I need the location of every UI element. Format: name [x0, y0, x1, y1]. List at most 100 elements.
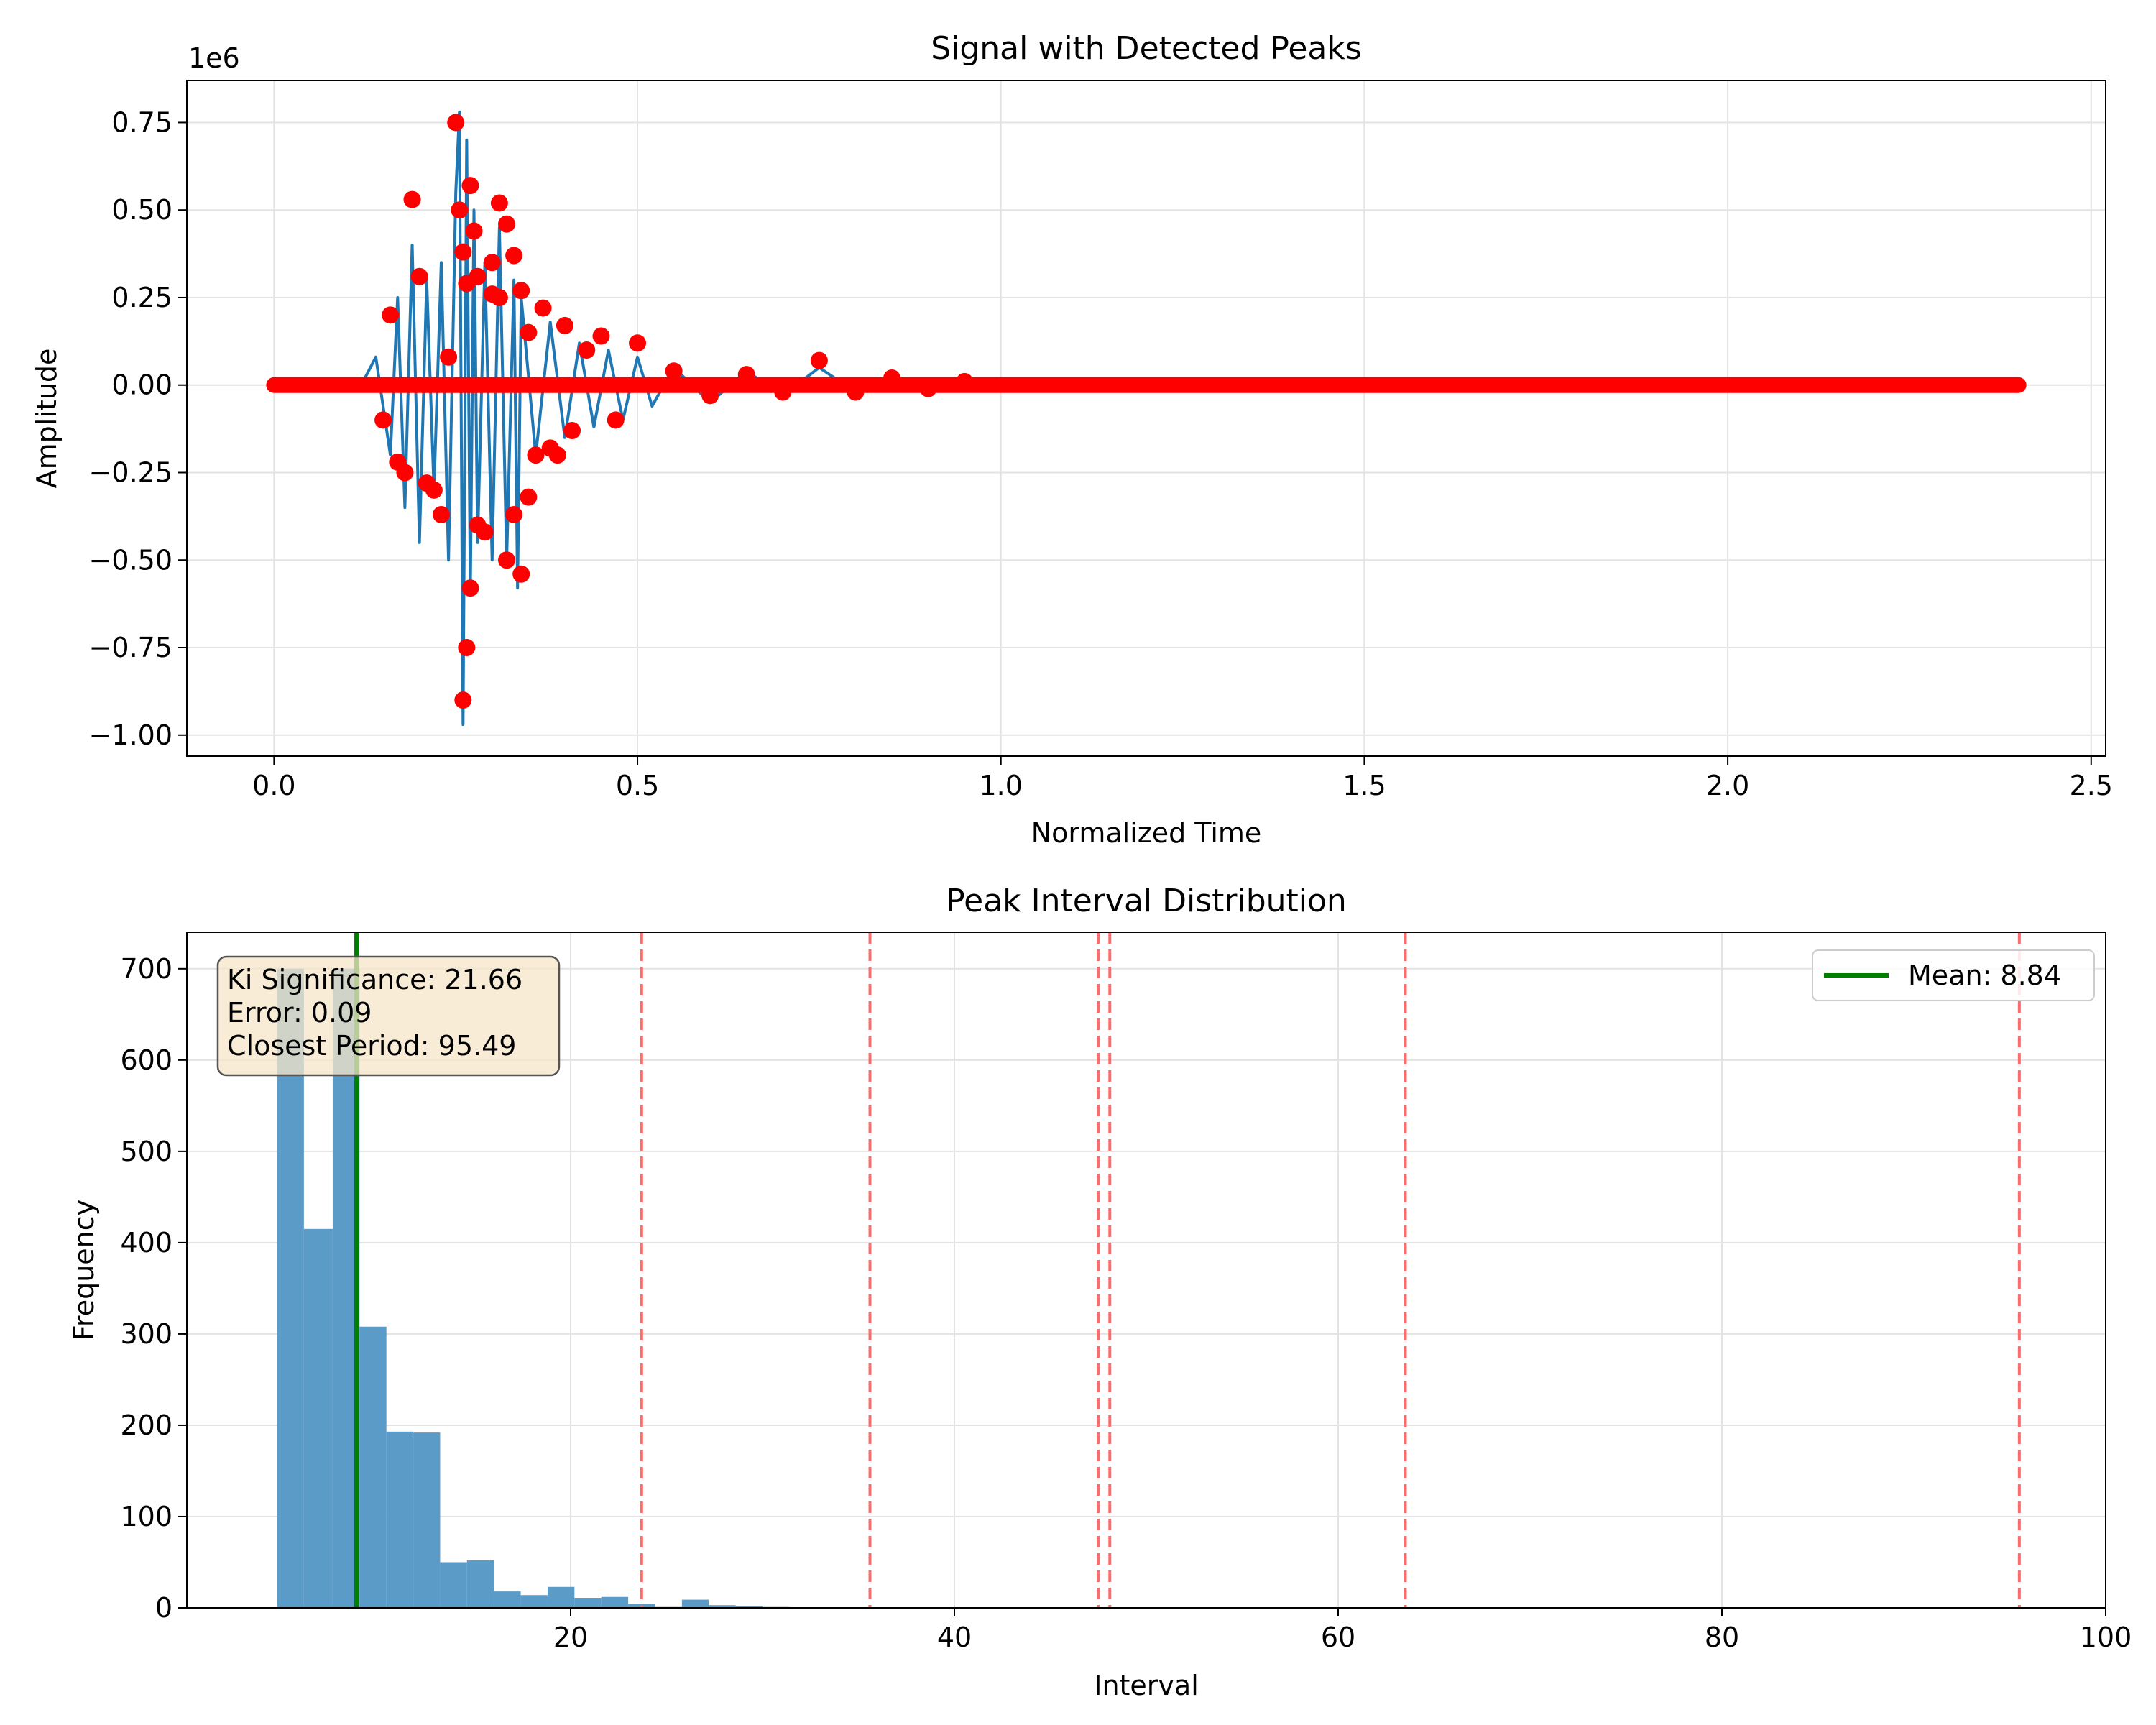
peak-marker	[382, 306, 400, 324]
signal-y-ticks: 0.75 0.50 0.25 0.00 −0.25 −0.50 −0.75 −1.00	[89, 106, 187, 751]
interval-plot-frame	[186, 932, 2106, 1609]
peak-marker	[432, 505, 450, 523]
signal-peaks	[266, 114, 2027, 709]
peak-marker	[403, 190, 421, 208]
peak-marker	[389, 453, 407, 471]
interval-x-tick-label: 20	[553, 1622, 588, 1653]
signal-x-tick-label: 1.5	[1342, 770, 1386, 801]
legend-mean-label: Mean: 8.84	[1908, 960, 2061, 991]
peak-marker	[774, 383, 792, 401]
histogram-bar	[466, 1560, 494, 1608]
peak-marker	[701, 387, 719, 405]
signal-chart: 0.0 0.5 1.0 1.5 2.0 2.5 0.75 0.50 0.25 0.00 −0.25…	[31, 30, 2113, 849]
interval-x-axis-label: Interval	[1094, 1670, 1199, 1701]
peak-marker	[810, 351, 828, 369]
signal-x-tick-label: 2.0	[1706, 770, 1749, 801]
annotation-closest-period: Closest Period: 95.49	[227, 1030, 516, 1062]
peak-marker	[490, 194, 508, 212]
signal-x-tick-label: 0.5	[616, 770, 659, 801]
histogram-bar	[359, 1326, 387, 1608]
legend: Mean: 8.84	[1812, 949, 2095, 1001]
peak-marker	[483, 254, 501, 272]
peak-marker	[563, 422, 581, 440]
histogram-bar	[547, 1586, 575, 1608]
histogram-bar	[440, 1562, 467, 1608]
peak-marker	[737, 366, 755, 384]
peak-marker	[512, 565, 530, 583]
peak-marker	[883, 369, 901, 387]
peak-marker	[465, 222, 483, 240]
peak-marker	[505, 505, 523, 523]
annotation-box: Ki Significance: 21.66 Error: 0.09 Close…	[216, 955, 561, 1077]
peak-marker	[461, 177, 479, 195]
interval-chart-title: Peak Interval Distribution	[946, 883, 1347, 919]
peak-marker	[520, 323, 538, 341]
peak-marker	[512, 282, 530, 300]
peak-marker	[454, 243, 472, 261]
interval-x-tick-label: 60	[1321, 1622, 1355, 1653]
peak-marker	[919, 380, 937, 397]
legend-frame	[1812, 949, 2095, 1001]
interval-y-tick-label: 700	[120, 953, 172, 985]
peak-marker	[629, 334, 647, 352]
peak-marker	[520, 488, 538, 506]
interval-y-tick-label: 0	[155, 1592, 172, 1624]
histogram-bar	[386, 1431, 414, 1608]
signal-y-tick-label: −0.50	[89, 544, 172, 576]
annotation-error: Error: 0.09	[227, 997, 372, 1029]
peak-marker	[498, 551, 515, 569]
interval-x-tick-label: 40	[937, 1622, 972, 1653]
interval-x-tick-label: 80	[1705, 1622, 1739, 1653]
histogram-bar	[709, 1605, 736, 1608]
signal-x-tick-label: 0.0	[252, 770, 295, 801]
peak-marker	[476, 523, 494, 541]
signal-y-tick-label: −1.00	[89, 719, 172, 751]
histogram-bar	[303, 1228, 333, 1608]
interval-y-tick-label: 600	[120, 1044, 172, 1076]
signal-y-offset-label: 1e6	[188, 42, 240, 74]
peak-marker	[461, 579, 479, 597]
annotation-box-frame	[216, 955, 561, 1077]
interval-y-tick-label: 100	[120, 1501, 172, 1532]
interval-y-tick-label: 200	[120, 1409, 172, 1441]
signal-y-tick-label: −0.75	[89, 632, 172, 663]
histogram-bar	[574, 1598, 602, 1608]
signal-chart-title: Signal with Detected Peaks	[931, 30, 1362, 67]
peak-marker	[556, 316, 573, 334]
interval-chart: 20 40 60 80 100 0 100 200 300 400 500 600 700 Peak …	[68, 883, 2132, 1701]
peak-marker	[451, 201, 469, 219]
signal-plot-frame	[186, 80, 2106, 757]
signal-y-tick-label: 0.00	[111, 369, 172, 401]
peak-marker	[498, 215, 515, 233]
histogram-bar	[601, 1596, 629, 1608]
peak-marker	[592, 327, 610, 345]
histogram-bar	[413, 1432, 441, 1608]
signal-x-axis-label: Normalized Time	[1031, 817, 1262, 849]
peak-marker	[505, 247, 523, 264]
interval-x-tick-label: 100	[2080, 1622, 2132, 1653]
interval-reference-lines	[640, 932, 2021, 1608]
interval-y-tick-label: 500	[120, 1136, 172, 1167]
peak-marker	[956, 372, 974, 390]
signal-y-tick-label: −0.25	[89, 456, 172, 488]
signal-y-tick-label: 0.25	[111, 282, 172, 313]
interval-y-tick-label: 300	[120, 1318, 172, 1350]
interval-y-tick-label: 400	[120, 1227, 172, 1259]
peak-marker	[458, 639, 476, 657]
peak-marker	[847, 383, 865, 401]
peak-marker	[425, 481, 443, 499]
peak-marker	[490, 288, 508, 306]
peak-marker	[607, 411, 625, 429]
peak-marker	[527, 446, 545, 464]
peak-marker	[578, 341, 596, 359]
peak-marker	[454, 691, 472, 709]
peak-marker	[469, 267, 487, 285]
peak-marker	[447, 114, 465, 132]
interval-y-ticks: 0 100 200 300 400 500 600 700	[120, 953, 187, 1624]
peak-marker	[410, 267, 428, 285]
histogram-bar	[520, 1595, 548, 1608]
annotation-ki-significance: Ki Significance: 21.66	[227, 964, 522, 995]
interval-y-axis-label: Frequency	[68, 1200, 100, 1340]
interval-x-ticks: 20 40 60 80 100	[553, 1608, 2132, 1653]
peak-marker	[665, 362, 683, 380]
